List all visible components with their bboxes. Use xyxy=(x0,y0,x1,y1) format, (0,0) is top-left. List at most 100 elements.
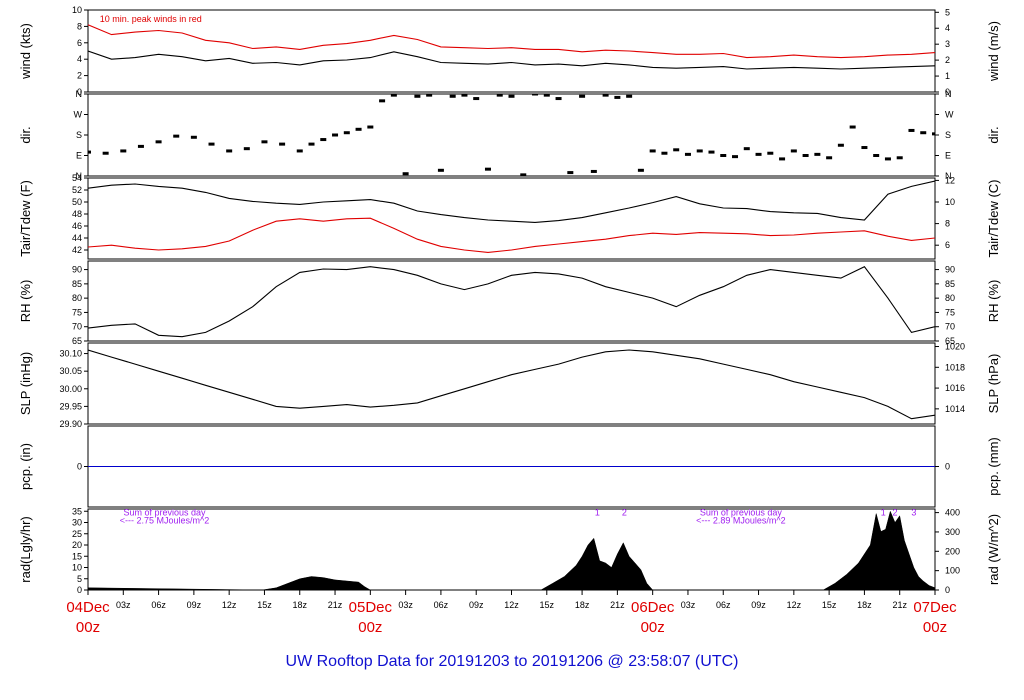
direction-point xyxy=(920,131,927,135)
left-tick-label: 15 xyxy=(72,551,82,561)
series-line-secondary xyxy=(88,217,935,253)
left-tick-label: N xyxy=(76,89,83,99)
left-tick-label: 80 xyxy=(72,293,82,303)
direction-point xyxy=(790,149,797,153)
time-tick-label: 03z xyxy=(398,600,413,610)
day-hour-label: 00z xyxy=(76,619,100,636)
direction-point xyxy=(896,156,903,160)
panel-frame xyxy=(87,342,936,425)
direction-point xyxy=(402,172,409,176)
panel-frame xyxy=(87,508,936,591)
direction-point xyxy=(802,154,809,157)
ylabel-right: RH (%) xyxy=(986,280,1001,323)
panel-data xyxy=(88,180,935,253)
left-tick-label: 90 xyxy=(72,265,82,275)
left-tick-label: 10 xyxy=(72,563,82,573)
right-tick-label: 100 xyxy=(945,566,960,576)
time-tick-label: 06z xyxy=(716,600,731,610)
direction-point xyxy=(732,155,739,159)
day-label: 06Dec xyxy=(631,599,675,616)
left-tick-label: 35 xyxy=(72,506,82,516)
right-tick-label: 1020 xyxy=(945,342,965,352)
right-tick-label: 65 xyxy=(945,336,955,346)
direction-point xyxy=(208,142,215,146)
direction-point xyxy=(390,94,397,97)
day-label: 05Dec xyxy=(349,599,393,616)
day-label: 07Dec xyxy=(913,599,957,616)
panel-data xyxy=(88,266,935,338)
right-tick-label: 0 xyxy=(945,585,950,595)
direction-point xyxy=(461,94,468,97)
direction-point xyxy=(473,97,480,101)
direction-point xyxy=(590,169,597,173)
time-tick-label: 06z xyxy=(151,600,166,610)
time-tick-label: 12z xyxy=(504,600,519,610)
radiation-annotation: 2 xyxy=(892,507,897,517)
direction-point xyxy=(102,151,109,155)
direction-point xyxy=(243,147,250,151)
direction-point xyxy=(814,152,821,156)
left-tick-label: 54 xyxy=(72,173,82,183)
left-tick-label: 30.00 xyxy=(59,384,82,394)
direction-point xyxy=(884,157,891,161)
direction-point xyxy=(708,150,715,154)
series-line xyxy=(88,180,935,223)
ylabel-right: rad (W/m^2) xyxy=(986,514,1001,585)
ylabel-left: rad(Lgly/hr) xyxy=(18,516,33,582)
right-tick-label: N xyxy=(945,171,952,181)
right-tick-label: 80 xyxy=(945,293,955,303)
time-tick-label: 09z xyxy=(751,600,766,610)
direction-point xyxy=(696,149,703,153)
left-tick-label: 29.90 xyxy=(59,419,82,429)
direction-point xyxy=(367,125,374,129)
left-tick-label: 8 xyxy=(77,21,82,31)
left-tick-label: S xyxy=(76,130,82,140)
ylabel-right: SLP (hPa) xyxy=(986,354,1001,414)
ylabel-right: Tair/Tdew (C) xyxy=(986,179,1001,257)
right-tick-label: 90 xyxy=(945,265,955,275)
left-tick-label: 42 xyxy=(72,245,82,255)
direction-point xyxy=(543,94,550,97)
left-tick-label: 44 xyxy=(72,233,82,243)
right-tick-label: S xyxy=(945,130,951,140)
time-tick-label: 12z xyxy=(787,600,802,610)
direction-point xyxy=(767,151,774,155)
radiation-annotation: 1 xyxy=(595,507,600,517)
right-tick-label: 6 xyxy=(945,240,950,250)
panel-data xyxy=(88,94,935,176)
series-line-secondary xyxy=(88,24,935,59)
day-hour-label: 00z xyxy=(923,619,947,636)
left-tick-label: 4 xyxy=(77,54,82,64)
direction-point xyxy=(684,152,691,156)
direction-point xyxy=(861,146,868,150)
right-tick-label: 1 xyxy=(945,71,950,81)
radiation-annotation: <--- 2.75 MJoules/m^2 xyxy=(120,515,210,525)
radiation-annotation: 2 xyxy=(622,507,627,517)
day-label: 04Dec xyxy=(66,599,110,616)
direction-point xyxy=(614,95,621,99)
left-tick-label: 2 xyxy=(77,71,82,81)
time-tick-label: 15z xyxy=(257,600,272,610)
direction-point xyxy=(279,142,286,146)
direction-point xyxy=(173,134,180,138)
left-tick-label: 46 xyxy=(72,221,82,231)
left-tick-label: 48 xyxy=(72,209,82,219)
radiation-annotation: Sum of previous day xyxy=(700,507,783,517)
ylabel-right: pcp. (mm) xyxy=(986,437,1001,496)
direction-point xyxy=(261,140,268,144)
right-tick-label: 2 xyxy=(945,55,950,65)
right-tick-label: 4 xyxy=(945,23,950,33)
radiation-area xyxy=(88,510,935,590)
panel-frame xyxy=(87,260,936,342)
left-tick-label: 0 xyxy=(77,87,82,97)
panel-6: 0 0 pcp. (in) pcp. (mm) xyxy=(18,425,1001,508)
direction-point xyxy=(837,143,844,147)
direction-point xyxy=(226,149,233,153)
left-tick-label: 10 xyxy=(72,5,82,15)
time-tick-label: 03z xyxy=(116,600,131,610)
direction-point xyxy=(484,167,491,171)
direction-point xyxy=(120,149,127,153)
series-line xyxy=(88,349,935,420)
left-tick-label: W xyxy=(74,110,83,120)
panel-annotation: 10 min. peak winds in red xyxy=(100,14,202,24)
